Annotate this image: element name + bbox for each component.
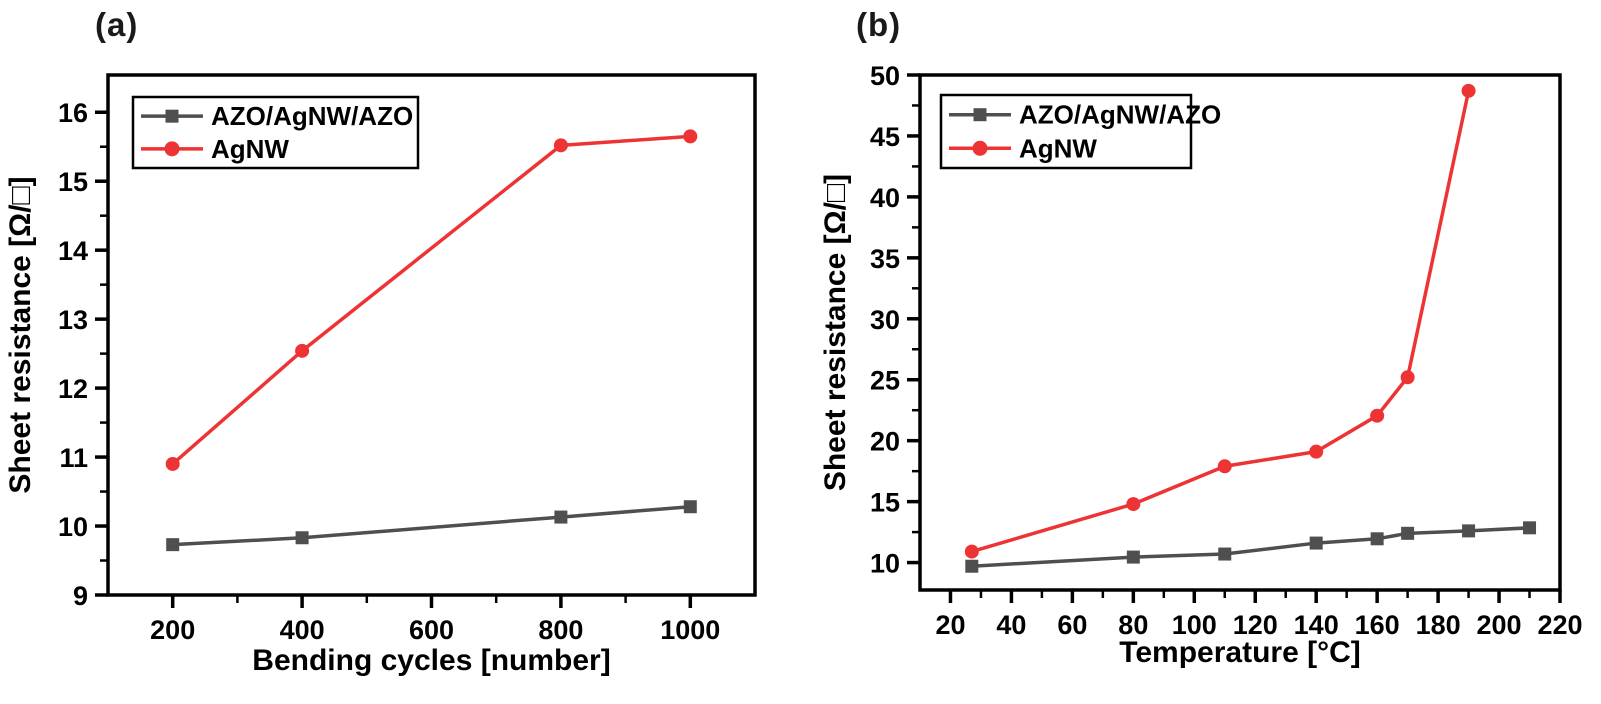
chart-b-series-azo-agnw-azo-marker [965,559,979,573]
chart-b-series-azo-agnw-azo-line [971,526,1530,568]
chart-a-legend-box [131,95,420,170]
chart-a-series-agnw-marker [165,456,180,471]
chart-b-y-tick-label: 20 [870,427,900,457]
chart-b-series-azo-agnw-azo-marker [1370,532,1384,546]
chart-a-y-tick-label: 12 [58,374,88,404]
chart-a-y-tick-label: 14 [58,236,88,266]
chart-b-plot-frame [918,73,1562,592]
chart-b-series-agnw-marker [1126,497,1141,512]
chart-a: 200 400 600 800 1000 9 10 11 12 13 14 15 16 Bending c… [4,73,757,677]
chart-b-series-azo-agnw-azo-marker [1401,526,1415,540]
chart-a-y-tick-label: 15 [58,167,88,197]
chart-a-y-tick-label: 11 [59,443,88,473]
chart-a-legend-marker-agnw [164,141,180,157]
chart-b-x-tick-label: 100 [1172,610,1217,640]
chart-b-x-tick-label: 20 [935,610,965,640]
chart-a-x-tick-label: 800 [538,615,583,645]
chart-b-x-tick-label: 160 [1355,610,1400,640]
chart-b-series-agnw-marker [1309,444,1324,459]
chart-b-legend-marker-azo-agnw-azo [973,108,987,122]
chart-b-legend-label-agnw: AgNW [1019,133,1097,163]
chart-a-y-tick-label: 16 [58,98,88,128]
chart-b-y-tick-label: 35 [870,244,900,274]
chart-a-series-agnw-line [171,134,691,466]
chart-b-x-tick-label: 140 [1294,610,1339,640]
chart-b-series-azo-agnw-azo-marker [1462,524,1476,538]
chart-b-series-agnw-marker [1400,370,1415,385]
chart-a-y-tick-label: 10 [58,512,88,542]
chart-a-legend-label-azo-agnw-azo: AZO/AgNW/AZO [211,101,413,131]
chart-a-series-azo-agnw-azo-marker [554,510,568,524]
chart-a-legend-label-agnw: AgNW [211,134,289,164]
chart-a-series-agnw-marker [683,129,698,144]
chart-a-y-axis-label: Sheet resistance [Ω/□] [4,176,37,493]
chart-a-series-agnw-marker [295,343,310,358]
chart-b: 20 40 60 80 100 120 140 160 180 200 220 10 15 20 25 30 3… [819,61,1583,669]
chart-b-y-tick-label: 45 [870,122,900,152]
chart-a-x-tick-label: 400 [280,615,325,645]
chart-a-series-agnw-marker [553,138,568,153]
chart-b-x-tick-label: 60 [1057,610,1087,640]
chart-b-legend-label-azo-agnw-azo: AZO/AgNW/AZO [1019,100,1221,130]
chart-b-y-tick-label: 40 [870,183,900,213]
chart-a-series-azo-agnw-azo-marker [295,531,309,545]
chart-a-legend-marker-azo-agnw-azo [165,109,179,123]
chart-b-y-tick-label: 50 [870,61,900,91]
chart-a-series-azo-agnw-azo-line [172,504,691,547]
chart-a-x-tick-label: 1000 [660,615,720,645]
chart-b-y-tick-label: 15 [870,488,900,518]
chart-b-x-tick-label: 40 [996,610,1026,640]
chart-b-legend-marker-agnw [972,140,988,156]
chart-b-y-tick-label: 25 [870,366,900,396]
chart-b-y-axis-label: Sheet resistance [Ω/□] [819,174,852,491]
chart-b-series-agnw-marker [1370,408,1385,423]
chart-a-x-tick-label: 200 [150,615,195,645]
chart-b-series-azo-agnw-azo-marker [1309,536,1323,550]
chart-b-x-tick-label: 120 [1233,610,1278,640]
chart-a-y-tick-label: 9 [73,581,88,611]
chart-b-x-axis-label: Temperature [°C] [1119,636,1360,669]
chart-b-x-tick-label: 200 [1477,610,1522,640]
chart-a-x-axis-label: Bending cycles [number] [252,644,610,677]
chart-b-series-azo-agnw-azo-marker [1218,547,1232,561]
chart-a-series-azo-agnw-azo-marker [683,500,697,514]
panel-b-label: (b) [856,6,902,43]
chart-a-series-azo-agnw-azo-marker [166,538,180,552]
chart-b-series-azo-agnw-azo-marker [1126,550,1140,564]
panel-a-label: (a) [95,6,139,43]
chart-b-series-azo-agnw-azo-marker [1523,521,1537,535]
chart-b-x-tick-label: 180 [1416,610,1461,640]
chart-b-x-tick-label: 220 [1537,610,1582,640]
chart-a-y-tick-label: 13 [58,305,88,335]
chart-a-x-tick-label: 600 [409,615,454,645]
chart-b-y-tick-label: 10 [870,549,900,579]
chart-b-legend-box [939,93,1193,170]
chart-b-y-tick-label: 30 [870,305,900,335]
chart-b-series-agnw-marker [964,544,979,559]
chart-b-series-agnw-marker [1461,83,1476,98]
chart-b-series-agnw-marker [1217,459,1232,474]
chart-b-x-tick-label: 80 [1118,610,1148,640]
